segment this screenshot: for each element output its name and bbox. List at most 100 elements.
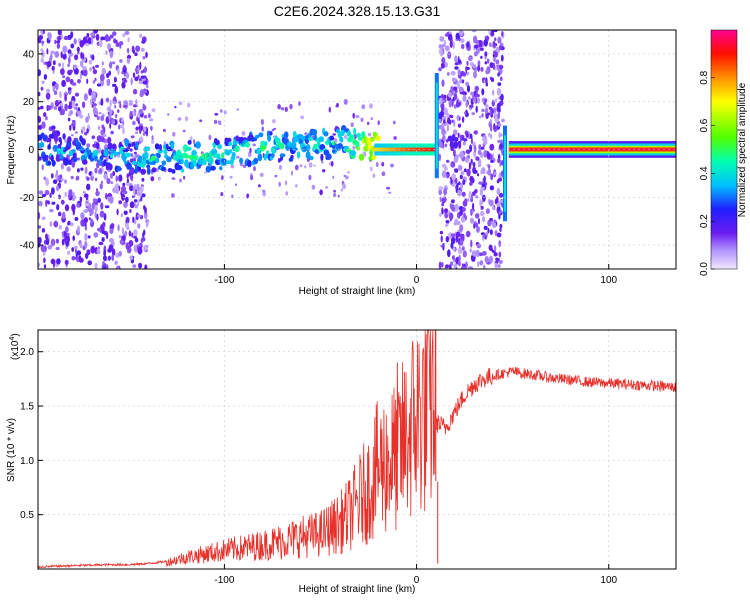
spectrogram-noise-blob [80,168,83,171]
spectrogram-ridge-blob [171,143,174,149]
spectrogram-noise-blob [499,224,502,228]
spectrogram-noise-blob [67,251,70,255]
spectrogram-noise-blob [490,124,492,132]
spectrogram-noise-blob [123,105,127,108]
spectrogram-noise-blob [44,264,46,268]
spectrogram-noise-blob [38,37,41,43]
spectrogram-noise-blob [492,109,494,113]
spectrogram-noise-blob [42,217,46,220]
spectrogram-noise-blob [230,176,233,179]
spectrogram-ridge-blob [267,134,271,141]
spectrogram-noise-blob [103,266,106,270]
spectrogram-noise-blob [438,67,442,71]
spectrogram-noise-blob [84,93,88,100]
spectrogram-x-axis-label: Height of straight line (km) [299,286,416,297]
spectrogram-noise-blob [125,197,129,203]
spectrogram-noise-blob [449,120,451,125]
spectrogram-x-tick-label: 0 [414,275,420,286]
spectrogram-noise-blob [479,40,483,48]
spectrogram-ridge-blob [297,151,300,158]
spectrogram-noise-blob [495,262,498,268]
spectrogram-noise-blob [140,136,143,141]
spectrogram-y-tick-label: -20 [20,193,35,204]
spectrogram-panel: -100 0 100 -40-2002040 Height of straight … [6,28,676,297]
spectrogram-noise-blob [136,186,139,192]
spectrogram-noise-blob [135,132,138,134]
spectrogram-noise-blob [304,165,306,168]
spectrogram-noise-blob [458,142,461,149]
spectrogram-noise-blob [342,183,346,189]
spectrogram-noise-blob [386,187,390,190]
spectrogram-noise-blob [79,115,83,119]
snr-panel: -100 0 100 0.51.01.52.0 Height of straight… [6,330,676,595]
spectrogram-noise-blob [468,96,471,100]
spectrogram-noise-blob [341,188,344,191]
spectrogram-noise-blob [130,175,133,180]
spectrogram-noise-blob [485,77,487,83]
spectrogram-noise-blob [448,92,452,98]
spectrogram-ridge-blob [357,147,361,151]
spectrogram-noise-blob [101,98,104,106]
spectrogram-noise-blob [485,113,488,119]
spectrogram-noise-blob [61,163,64,170]
spectrogram-noise-blob [105,205,110,208]
spectrogram-noise-blob [446,62,448,67]
spectrogram-ridge-blob [117,166,121,172]
spectrogram-noise-blob [135,127,138,131]
spectrogram-noise-blob [174,106,176,108]
spectrogram-noise-blob [105,193,107,200]
spectrogram-noise-blob [382,171,386,176]
spectrogram-noise-blob [478,218,480,224]
spectrogram-noise-blob [498,207,501,212]
spectrogram-noise-blob [459,88,463,93]
spectrogram-noise-blob [134,152,137,154]
spectrogram-noise-blob [152,108,156,112]
spectrogram-noise-blob [79,258,84,263]
spectrogram-noise-blob [332,133,336,135]
spectrogram-noise-blob [127,179,129,183]
snr-multiplier-close: ) [10,333,21,336]
spectrogram-ridge-blob [93,150,99,156]
spectrogram-noise-blob [133,186,136,191]
spectrogram-ridge-blob [54,134,58,141]
spectrogram-noise-blob [77,79,81,84]
spectrogram-noise-blob [56,185,59,191]
spectrogram-noise-blob [105,51,107,55]
spectrogram-noise-blob [498,178,502,182]
spectrogram-noise-blob [261,119,264,125]
spectrogram-noise-blob [457,100,461,106]
spectrogram-noise-blob [178,117,182,121]
spectrogram-noise-blob [475,94,480,98]
spectrogram-noise-blob [489,218,493,221]
spectrogram-noise-blob [86,184,90,191]
spectrogram-noise-blob [41,41,44,45]
spectrogram-noise-blob [499,132,501,138]
spectrogram-ridge-blob [81,138,86,145]
spectrogram-noise-blob [71,176,74,179]
spectrogram-noise-blob [88,235,91,238]
spectrogram-noise-blob [494,171,497,175]
spectrogram-noise-blob [124,211,128,216]
spectrogram-noise-blob [134,77,138,82]
spectrogram-noise-blob [476,213,479,218]
snr-x-tick-label: 100 [600,575,617,586]
spectrogram-noise-blob [51,259,56,265]
spectrogram-noise-blob [121,117,124,122]
spectrogram-ridge-blob [157,153,161,158]
spectrogram-noise-blob [131,77,133,85]
spectrogram-noise-blob [101,82,104,86]
spectrogram-noise-blob [137,65,139,73]
spectrogram-noise-blob [291,171,293,176]
spectrogram-noise-blob [118,251,122,257]
spectrogram-noise-blob [145,52,148,58]
spectrogram-noise-blob [469,249,472,253]
spectrogram-noise-blob [54,40,56,44]
spectrogram-noise-blob [485,107,488,114]
spectrogram-noise-blob [441,123,445,126]
spectrogram-noise-blob [460,175,463,180]
spectrogram-noise-blob [60,68,65,75]
spectrogram-noise-blob [474,130,478,134]
spectrogram-noise-blob [285,107,288,112]
spectrogram-ridge-blob [82,159,88,164]
spectrogram-noise-blob [453,87,457,91]
